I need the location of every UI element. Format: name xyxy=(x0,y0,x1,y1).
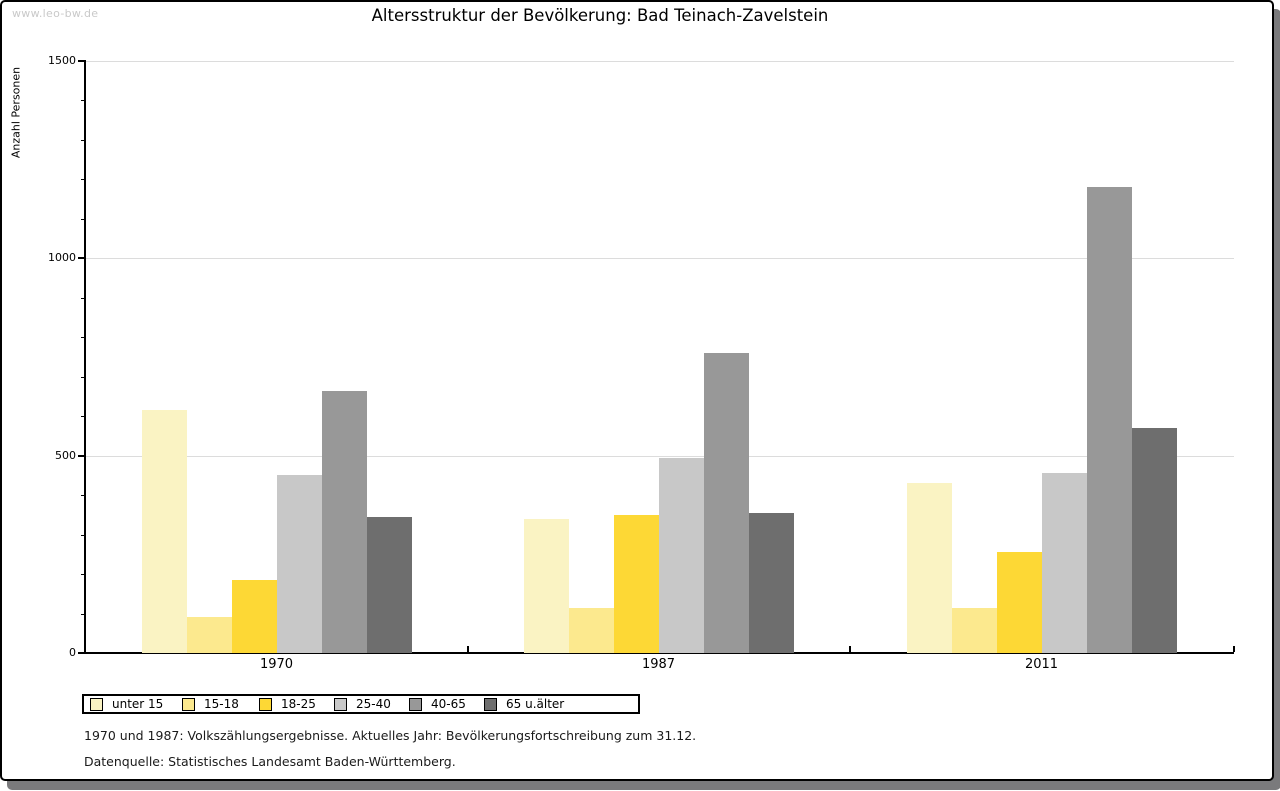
y-tick-label: 0 xyxy=(69,646,76,659)
x-axis-tick xyxy=(848,646,851,652)
y-axis-major-tick xyxy=(78,652,85,654)
bar-2011-40-65 xyxy=(1086,187,1132,653)
legend-swatch-icon xyxy=(409,697,422,711)
legend-label: 18-25 xyxy=(281,697,316,711)
legend-box: unter 15 15-18 18-25 25-40 40-65 65 u.älter xyxy=(82,694,640,714)
bar-1987-15-18 xyxy=(568,607,614,653)
x-tick-label-2011: 2011 xyxy=(1024,657,1059,672)
x-tick-label-1970: 1970 xyxy=(259,657,294,672)
x-axis-tick xyxy=(84,646,86,652)
bar-1987-unter-15 xyxy=(523,518,569,653)
y-axis-major-tick xyxy=(78,454,85,457)
bar-1970-18-25 xyxy=(231,579,277,653)
legend-item-25-40: 25-40 xyxy=(334,696,391,712)
legend-label: 15-18 xyxy=(204,697,239,711)
y-tick-label: 1500 xyxy=(48,54,76,67)
y-tick-label: 1000 xyxy=(48,251,76,265)
footnote-data-source: Datenquelle: Statistisches Landesamt Bad… xyxy=(84,754,456,769)
y-axis-minor-tick xyxy=(81,534,85,536)
x-axis-tick xyxy=(1233,646,1235,652)
footnote-source-note: 1970 und 1987: Volkszählungsergebnisse. … xyxy=(84,728,697,743)
legend-swatch-icon xyxy=(90,697,103,711)
y-axis-minor-tick xyxy=(81,100,85,102)
bar-2011-65-u-lter xyxy=(1131,428,1177,653)
bar-1970-65-u-lter xyxy=(366,516,412,653)
y-axis-minor-tick xyxy=(81,376,85,378)
legend-item-15-18: 15-18 xyxy=(182,696,239,712)
legend-item-65-u-lter: 65 u.älter xyxy=(484,696,564,712)
y-axis-minor-tick xyxy=(81,337,85,339)
y-axis-minor-tick xyxy=(81,613,85,615)
bar-1987-25-40 xyxy=(658,457,704,653)
bar-2011-25-40 xyxy=(1041,473,1087,653)
watermark-leo-bw: www.leo-bw.de xyxy=(12,7,99,20)
legend-label: 40-65 xyxy=(431,697,466,711)
x-tick-label-1987: 1987 xyxy=(641,657,676,672)
y-axis-major-tick xyxy=(78,60,85,62)
y-tick-label: 500 xyxy=(55,448,76,462)
legend-label: 65 u.älter xyxy=(506,697,565,711)
y-axis-minor-tick xyxy=(81,495,85,497)
gridline xyxy=(85,455,1234,457)
y-axis-minor-tick xyxy=(81,574,85,576)
bar-1987-40-65 xyxy=(703,353,749,653)
x-axis-tick xyxy=(467,646,469,652)
legend-swatch-icon xyxy=(259,697,272,711)
bar-2011-unter-15 xyxy=(906,483,952,653)
y-axis-minor-tick xyxy=(81,416,85,418)
gridline xyxy=(85,61,1234,62)
chart-title: Altersstruktur der Bevölkerung: Bad Tein… xyxy=(371,6,829,25)
legend-label: unter 15 xyxy=(112,697,164,711)
legend-label: 25-40 xyxy=(356,697,391,711)
legend-item-unter-15: unter 15 xyxy=(90,696,163,712)
gridline xyxy=(85,258,1234,260)
y-axis-major-tick xyxy=(78,257,85,260)
legend-swatch-icon xyxy=(484,697,497,711)
bar-1987-18-25 xyxy=(613,514,659,653)
y-axis-spine xyxy=(84,60,86,654)
legend-item-40-65: 40-65 xyxy=(409,696,466,712)
y-axis-minor-tick xyxy=(81,297,85,299)
y-axis-minor-tick xyxy=(81,218,85,220)
bar-1970-40-65 xyxy=(321,390,367,653)
bar-1987-65-u-lter xyxy=(748,512,794,653)
bar-1970-15-18 xyxy=(186,617,232,653)
bar-2011-18-25 xyxy=(996,552,1042,653)
y-axis-minor-tick xyxy=(81,139,85,141)
legend-item-18-25: 18-25 xyxy=(259,696,316,712)
bar-1970-25-40 xyxy=(276,475,322,653)
x-axis-spine xyxy=(84,652,1234,654)
legend-swatch-icon xyxy=(334,697,347,711)
bar-2011-15-18 xyxy=(951,607,997,653)
y-axis-minor-tick xyxy=(81,179,85,181)
bar-1970-unter-15 xyxy=(141,410,187,653)
legend-swatch-icon xyxy=(182,697,195,711)
